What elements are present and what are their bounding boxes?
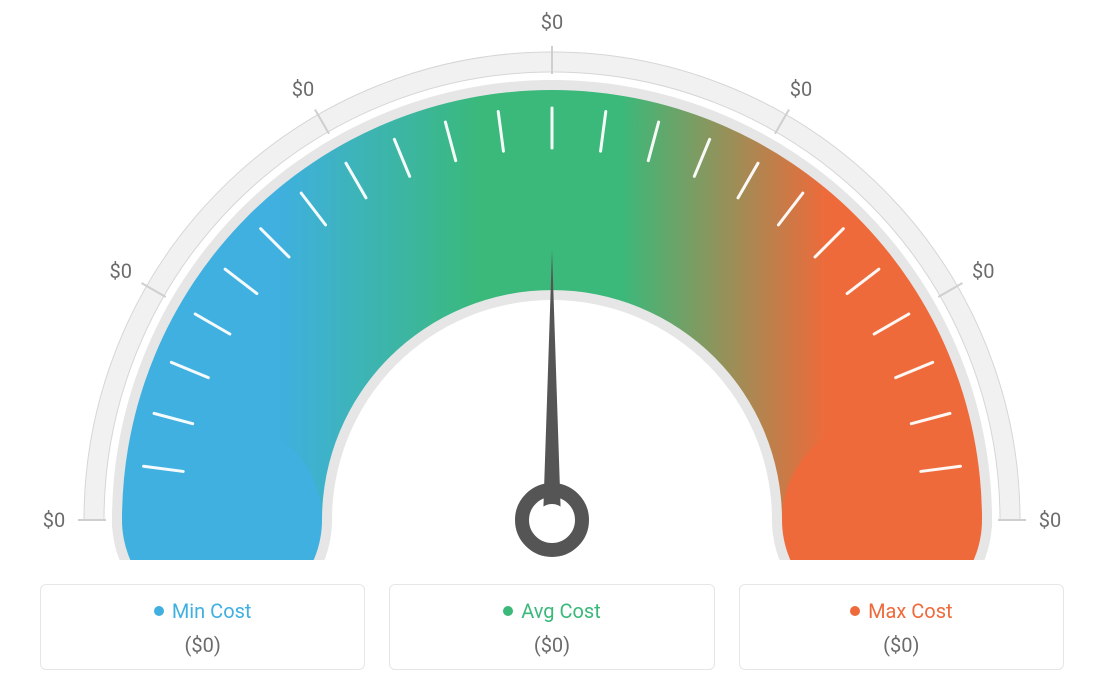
gauge-svg — [0, 0, 1104, 560]
gauge-tick-label: $0 — [1039, 508, 1061, 532]
legend-value: ($0) — [400, 633, 703, 657]
gauge-tick-label: $0 — [292, 77, 314, 101]
gauge-tick-label: $0 — [43, 508, 65, 532]
dot-icon — [850, 606, 860, 616]
legend-title-max: Max Cost — [850, 599, 953, 623]
legend-label: Avg Cost — [521, 599, 601, 623]
legend-title-avg: Avg Cost — [503, 599, 601, 623]
legend-value: ($0) — [51, 633, 354, 657]
dot-icon — [503, 606, 513, 616]
gauge-tick-label: $0 — [541, 10, 563, 34]
gauge-tick-label: $0 — [109, 259, 131, 283]
cost-gauge-widget: $0 $0 $0 $0 $0 $0 $0 Min Cost ($0) Avg Cost ($… — [0, 0, 1104, 690]
legend-title-min: Min Cost — [154, 599, 252, 623]
legend-card-max: Max Cost ($0) — [739, 584, 1064, 670]
legend-value: ($0) — [750, 633, 1053, 657]
legend-card-avg: Avg Cost ($0) — [389, 584, 714, 670]
gauge-tick-label: $0 — [790, 77, 812, 101]
legend-row: Min Cost ($0) Avg Cost ($0) Max Cost ($0… — [40, 584, 1064, 670]
gauge-tick-label: $0 — [972, 259, 994, 283]
legend-label: Min Cost — [172, 599, 252, 623]
gauge-chart: $0 $0 $0 $0 $0 $0 $0 — [0, 0, 1104, 560]
dot-icon — [154, 606, 164, 616]
legend-label: Max Cost — [868, 599, 953, 623]
legend-card-min: Min Cost ($0) — [40, 584, 365, 670]
